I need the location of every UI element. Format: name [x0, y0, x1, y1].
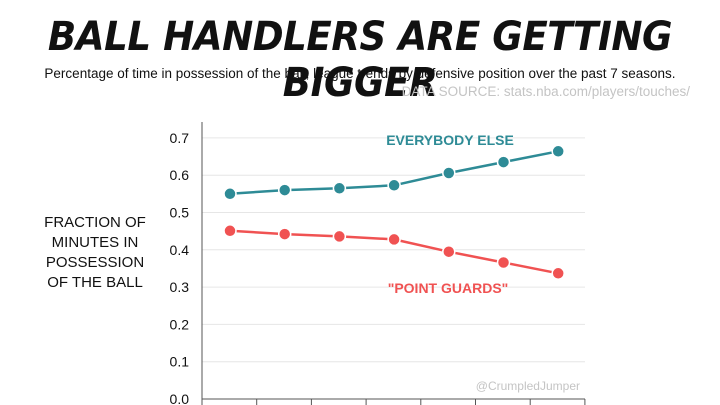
gridlines	[202, 137, 585, 363]
y-tick-label: 0.1	[170, 354, 190, 370]
data-source: DATA SOURCE: stats.nba.com/players/touch…	[401, 84, 690, 99]
chart-subtitle: Percentage of time in possession of the …	[44, 66, 676, 81]
y-tick-label: 0.3	[170, 279, 190, 295]
data-point	[496, 155, 511, 169]
data-point	[332, 181, 347, 196]
data-point	[496, 255, 511, 270]
y-axis-label: FRACTION OF MINUTES IN POSSESSION OF THE…	[32, 213, 158, 293]
series-label-everybody-else: EVERYBODY ELSE	[386, 132, 514, 148]
watermark: @CrumpledJumper	[476, 379, 580, 393]
data-point	[223, 187, 237, 201]
data-point	[387, 232, 401, 247]
y-tick-label: 0.0	[170, 391, 190, 405]
data-point	[551, 266, 565, 281]
data-point	[277, 183, 292, 197]
y-axis-label-line: FRACTION OF	[44, 214, 146, 231]
y-tick-label: 0.2	[170, 316, 190, 332]
data-point	[223, 224, 237, 238]
y-tick-label: 0.7	[170, 130, 190, 146]
y-axis-label-line: MINUTES IN	[51, 234, 139, 251]
y-axis-label-line: POSSESSION	[45, 254, 145, 271]
data-point	[387, 178, 401, 193]
y-ticks: 0.0 0.1 0.2 0.3 0.4 0.5 0.6 0.7	[170, 130, 190, 405]
data-point	[277, 227, 292, 241]
data-point	[551, 144, 565, 159]
y-tick-label: 0.6	[170, 167, 190, 183]
y-axis-label-line: OF THE BALL	[47, 274, 143, 291]
y-tick-label: 0.4	[170, 242, 190, 258]
chart-title: BALL HANDLERS ARE GETTING BIGGER	[47, 14, 673, 106]
data-point	[332, 229, 347, 244]
axes	[201, 122, 586, 405]
series-label-point-guards: "POINT GUARDS"	[388, 280, 509, 296]
data-point	[442, 244, 456, 259]
data-point	[442, 166, 456, 180]
series-points	[223, 144, 565, 281]
y-tick-label: 0.5	[170, 205, 190, 221]
